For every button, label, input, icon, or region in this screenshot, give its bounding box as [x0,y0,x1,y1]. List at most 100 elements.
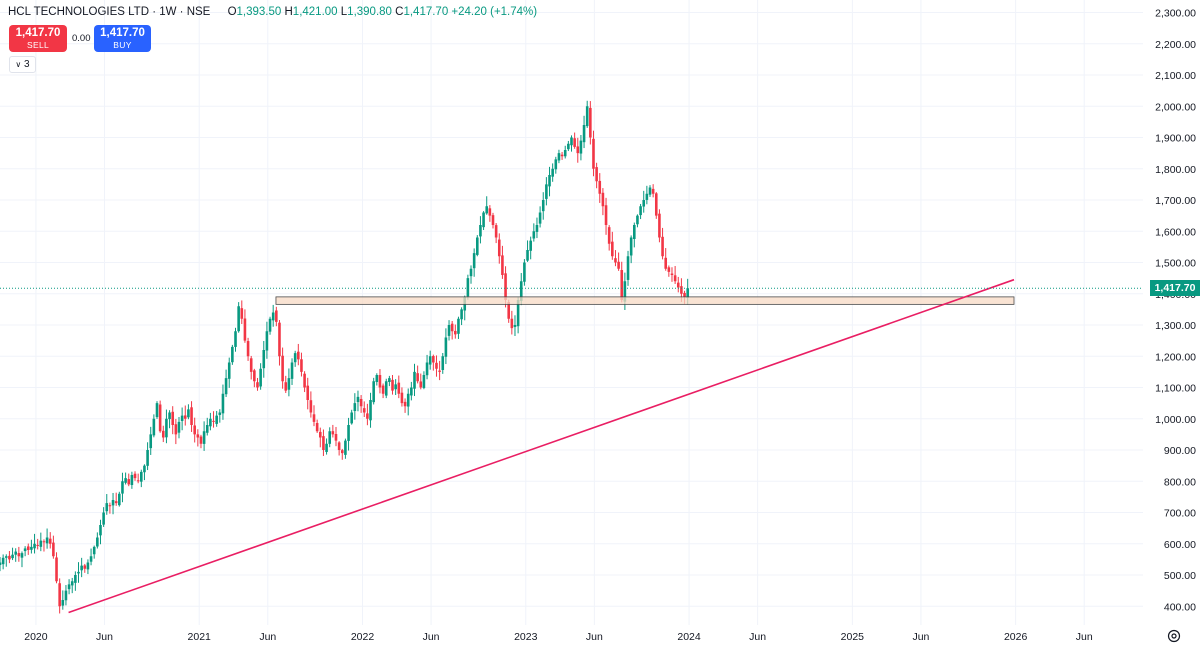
candle-body [447,325,451,336]
candle-body [55,557,58,582]
candle-body [48,538,52,544]
y-tick-label: 2,300.00 [1155,8,1196,20]
candle-body [466,278,470,297]
candle-body [501,255,504,275]
candle-body [438,370,441,372]
candle-body [224,378,228,395]
candle-body [362,408,366,413]
candle-body [651,188,655,194]
candle-body [262,350,266,369]
candle-body [551,168,554,177]
candle-body [265,331,269,351]
candle-body [680,286,683,294]
candle-body [328,431,332,444]
y-tick-label: 400.00 [1164,601,1196,613]
candle-body [454,330,457,335]
y-tick-label: 900.00 [1164,445,1196,457]
y-tick-label: 2,100.00 [1155,70,1196,82]
candle-body [513,325,517,327]
support-zone-rectangle [275,296,1015,305]
candle-body [143,465,146,473]
candle-body [193,425,196,435]
buy-label: BUY [113,40,132,50]
x-tick-label: Jun [1076,631,1093,643]
y-tick-label: 1,600.00 [1155,226,1196,238]
candle-body [642,200,646,207]
x-tick-label: 2023 [514,631,538,643]
y-tick-label: 1,500.00 [1155,258,1196,270]
candle-body [0,562,2,565]
sell-button[interactable]: 1,417.70 SELL [9,25,67,52]
candle-body [315,422,319,432]
candle-body [636,215,639,225]
candle-body [127,479,131,485]
candle-body [187,409,190,418]
x-tick-label: Jun [96,631,113,643]
candle-body [626,256,630,280]
candle-body [661,236,664,257]
high-value: 1,421.00 [292,6,338,18]
candle-body [347,425,350,441]
candle-body [381,385,385,394]
candle-body [161,430,165,438]
candle-body [180,415,184,421]
candle-body [136,480,140,482]
candle-body [585,106,589,127]
candle-body [290,362,294,379]
drawing-overlays[interactable] [0,278,1143,614]
candle-body [240,308,244,319]
y-tick-label: 700.00 [1164,508,1196,520]
candle-body [595,167,598,182]
candle-body [541,200,545,212]
candle-body [14,551,18,555]
symbol-title[interactable]: HCL TECHNOLOGIES LTD · 1W · NSE [8,6,211,18]
candle-body [281,355,284,382]
candle-body [400,392,404,404]
candle-body [8,555,11,560]
candle-body [334,433,338,441]
candle-body [589,107,592,138]
candle-body [416,373,419,382]
candle-body [633,225,636,239]
candle-body [397,382,401,394]
candle-body [121,481,124,494]
candle-body [620,270,624,300]
candle-body [227,362,231,379]
candle-body [441,356,445,370]
candle-body [592,138,595,169]
indicators-toggle[interactable]: ∨ 3 [9,56,36,73]
candle-body [168,412,171,420]
candle-body [683,292,686,297]
candle-body [11,554,14,559]
candle-body [658,213,661,238]
open-value: 1,393.50 [236,6,282,18]
ohlc-readout: O1,393.50 H1,421.00 L1,390.80 C1,417.70 … [227,6,538,18]
candle-body [435,362,438,369]
candle-body [337,442,341,450]
candle-body [322,436,325,450]
sell-price: 1,417.70 [15,27,61,39]
y-tick-label: 1,700.00 [1155,195,1196,207]
buy-button[interactable]: 1,417.70 BUY [94,25,151,52]
candle-body [23,548,27,552]
settings-gear-icon[interactable] [1166,628,1182,644]
candle-body [482,212,485,228]
grid-lines [0,0,1143,625]
candle-body [629,237,633,256]
candle-body [158,404,162,432]
y-tick-label: 500.00 [1164,570,1196,582]
candle-body [340,450,344,454]
x-tick-label: 2021 [188,631,212,643]
candle-body [538,212,542,224]
candle-body [259,368,262,387]
y-tick-label: 2,000.00 [1155,101,1196,113]
candle-body [306,385,310,400]
candle-body [171,411,175,425]
candle-body [331,431,335,435]
candle-body [611,241,614,257]
candle-body [312,414,316,422]
candle-body [196,434,200,438]
candle-body [557,153,561,161]
price-axis: 2,300.00 2,200.00 2,100.00 2,000.00 1,900.00… [1155,8,1196,614]
